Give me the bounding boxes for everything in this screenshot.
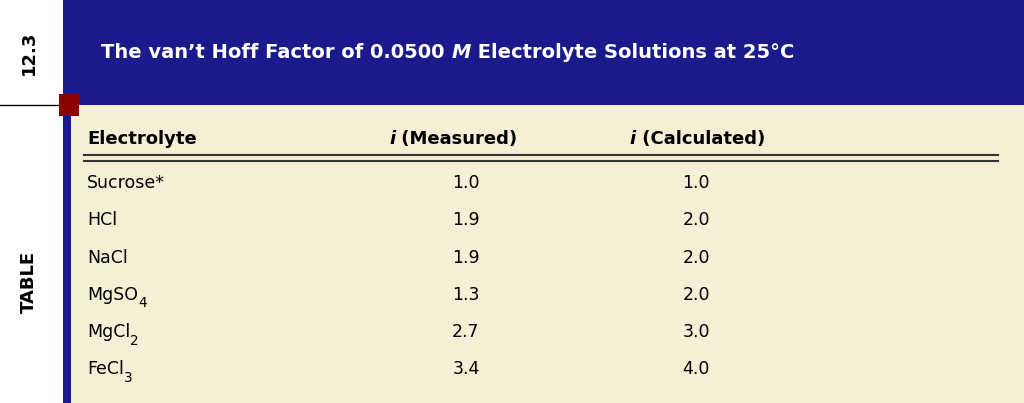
Text: 2.0: 2.0 [683, 286, 710, 303]
Text: NaCl: NaCl [87, 249, 128, 266]
Bar [63, 0, 71, 403]
Text: 1.3: 1.3 [453, 286, 479, 303]
Text: Sucrose*: Sucrose* [87, 174, 165, 192]
Text: 4: 4 [138, 297, 146, 310]
Text: 12.3: 12.3 [19, 30, 38, 75]
Bar [71, 0, 1024, 105]
Text: FeCl: FeCl [87, 360, 124, 378]
Text: 3: 3 [124, 371, 132, 384]
Text: TABLE: TABLE [19, 251, 38, 313]
Text: 2.0: 2.0 [683, 249, 710, 266]
Text: 2.0: 2.0 [683, 212, 710, 229]
Text: i: i [630, 130, 636, 148]
Text: MgCl: MgCl [87, 323, 130, 341]
Text: 2: 2 [130, 334, 139, 347]
Text: 4.0: 4.0 [683, 360, 710, 378]
Text: The van’t Hoff Factor of 0.0500: The van’t Hoff Factor of 0.0500 [101, 43, 452, 62]
Bar [71, 105, 1024, 403]
Text: 1.9: 1.9 [453, 212, 479, 229]
Text: 3.0: 3.0 [683, 323, 710, 341]
Text: 1.0: 1.0 [453, 174, 479, 192]
Text: (Calculated): (Calculated) [636, 130, 765, 148]
Bar [59, 93, 79, 116]
Text: 1.9: 1.9 [453, 249, 479, 266]
Text: HCl: HCl [87, 212, 117, 229]
Text: i: i [389, 130, 395, 148]
Text: 2.7: 2.7 [453, 323, 479, 341]
Text: M: M [452, 43, 471, 62]
Text: 3.4: 3.4 [453, 360, 479, 378]
Text: Electrolyte Solutions at 25°C: Electrolyte Solutions at 25°C [471, 43, 795, 62]
Text: (Measured): (Measured) [395, 130, 517, 148]
Bar [0, 0, 71, 403]
Text: 1.0: 1.0 [683, 174, 710, 192]
Text: MgSO: MgSO [87, 286, 138, 303]
Text: Electrolyte: Electrolyte [87, 130, 197, 148]
